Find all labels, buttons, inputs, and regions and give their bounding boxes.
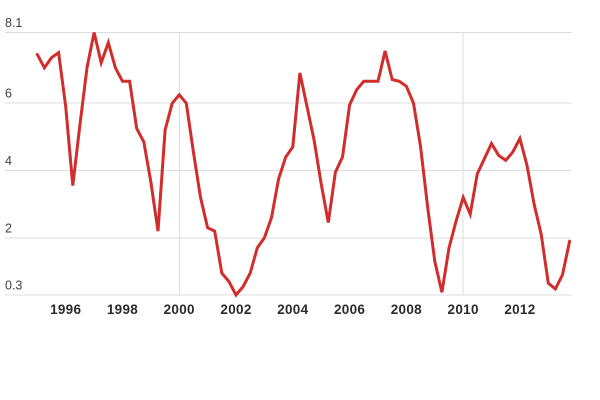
x-tick-label: 2004 xyxy=(277,302,308,317)
h-gridlines xyxy=(5,32,572,296)
y-tick-label: 0.3 xyxy=(5,279,22,293)
y-tick-label: 6 xyxy=(5,87,12,101)
x-tick-label: 2008 xyxy=(391,302,422,317)
v-gridlines xyxy=(178,32,464,295)
y-tick-label: 8.1 xyxy=(5,16,22,30)
x-tick-label: 2000 xyxy=(164,302,195,317)
x-tick-label: 2002 xyxy=(220,302,251,317)
x-tick-label: 2006 xyxy=(334,302,365,317)
y-axis-labels: 8.1 6 4 2 0.3 xyxy=(5,16,22,293)
x-tick-label: 2010 xyxy=(448,302,479,317)
x-tick-label: 1998 xyxy=(107,302,138,317)
x-axis-labels: 1996 1998 2000 2002 2004 2006 2008 2010 2012 xyxy=(50,302,535,317)
x-tick-label: 2012 xyxy=(504,302,535,317)
x-tick-label: 1996 xyxy=(50,302,81,317)
data-series xyxy=(35,32,572,298)
y-tick-label: 2 xyxy=(5,221,12,235)
data-line[interactable] xyxy=(35,32,572,298)
y-tick-label: 4 xyxy=(5,154,12,168)
